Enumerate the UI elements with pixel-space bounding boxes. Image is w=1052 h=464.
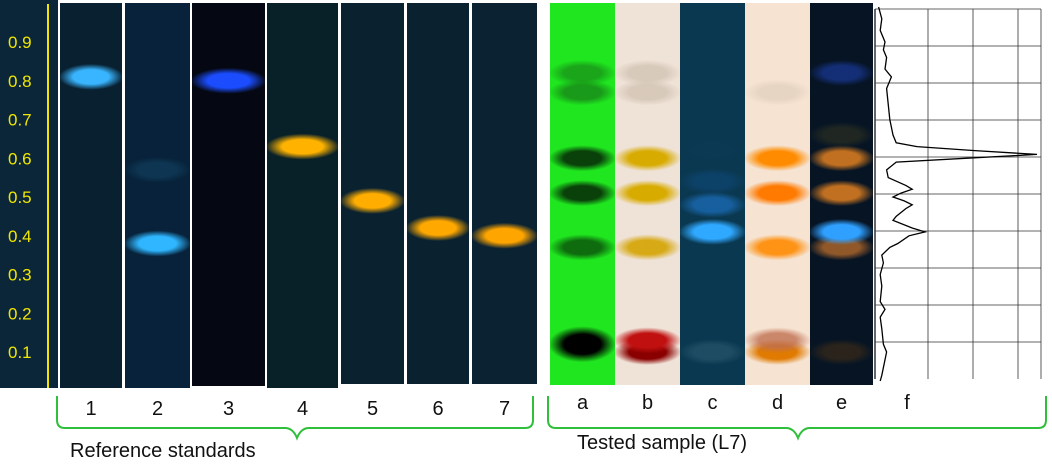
spot-band [267, 133, 338, 160]
spot-band [680, 218, 745, 245]
spot-band [810, 122, 873, 148]
spot-band [680, 339, 745, 365]
sample-lane-label: c [707, 392, 718, 414]
sample-lane-b [615, 3, 680, 385]
rf-tick-group: 0.1 0.2 0.3 0.4 0.5 0.6 0.7 0.8 0.9 [8, 33, 32, 362]
spot-band [125, 156, 190, 183]
spot-band [550, 180, 615, 207]
spot-band [615, 60, 680, 86]
reference-lane-2 [125, 3, 190, 388]
rf-tick-label: 0.3 [8, 266, 32, 285]
spot-band [745, 234, 810, 261]
lane-background [407, 3, 469, 384]
sample-lane-label: b [641, 392, 654, 414]
spot-band [810, 60, 873, 86]
sample-lane-label: e [835, 392, 848, 414]
densitogram-trace [877, 6, 1038, 382]
rf-tick-label: 0.5 [8, 188, 32, 207]
spot-band [550, 79, 615, 106]
lane-background [472, 3, 537, 384]
sample-lane-c [680, 3, 745, 385]
spot-band [125, 230, 190, 257]
spot-band [745, 79, 810, 106]
reference-lane-5 [341, 3, 404, 384]
spot-band [615, 234, 680, 261]
lane-background [192, 3, 265, 386]
sample-lane-e [810, 3, 873, 385]
rf-tick-label: 0.9 [8, 33, 32, 52]
spot-band [680, 137, 745, 164]
spot-band [810, 218, 873, 245]
rf-tick-label: 0.2 [8, 304, 32, 323]
spot-band [745, 145, 810, 172]
spot-band [60, 63, 122, 90]
densitogram-grid [874, 8, 1042, 379]
reference-lane-label: 2 [151, 398, 164, 420]
reference-lane-3 [192, 3, 265, 386]
reference-lane-label: 6 [432, 398, 444, 420]
sample-lane-d [745, 3, 810, 385]
spot-band [745, 327, 810, 354]
spot-band [472, 222, 537, 249]
sample-group-label: Tested sample (L7) [577, 432, 748, 454]
lane-background [125, 3, 190, 388]
spot-band [680, 168, 745, 195]
reference-group-label: Reference standards [70, 440, 256, 462]
spot-band [615, 145, 680, 172]
spot-band [810, 180, 873, 207]
densitogram-chart [873, 3, 1045, 385]
spot-band [341, 187, 404, 214]
rf-tick-label: 0.4 [8, 227, 32, 246]
spot-band [615, 79, 680, 106]
reference-lane-label: 3 [222, 398, 235, 420]
sample-lane-label: a [576, 392, 589, 414]
spot-band [810, 145, 873, 172]
reference-brace [56, 396, 534, 441]
spot-band [407, 215, 469, 241]
rf-tick-label: 0.1 [8, 343, 32, 362]
rf-tick-label: 0.8 [8, 72, 32, 91]
spot-band [615, 180, 680, 207]
reference-lane-label: 1 [85, 398, 97, 420]
reference-lane-6 [407, 3, 469, 384]
sample-brace [547, 396, 1047, 441]
spot-band [745, 180, 810, 207]
spot-band [680, 191, 745, 218]
lane-label-densitogram: f [904, 392, 910, 414]
rf-tick-label: 0.7 [8, 111, 32, 130]
spot-band [550, 326, 615, 363]
reference-lane-7 [472, 3, 537, 384]
reference-lane-label: 4 [296, 398, 309, 420]
spot-band [550, 234, 615, 261]
group-braces [56, 396, 1047, 441]
reference-lane-label: 7 [498, 398, 511, 420]
lane-background [60, 3, 122, 388]
spot-band [550, 60, 615, 86]
sample-lane-a [550, 3, 615, 385]
reference-lane-1 [60, 3, 122, 388]
rf-scale-panel: 0.1 0.2 0.3 0.4 0.5 0.6 0.7 0.8 0.9 [0, 0, 58, 388]
spot-band [810, 339, 873, 365]
sample-lane-label: d [771, 392, 784, 414]
spot-band [192, 67, 265, 94]
reference-lane-4 [267, 3, 338, 388]
lane-background [267, 3, 338, 388]
spot-band [615, 327, 680, 354]
reference-lane-label: 5 [366, 398, 379, 420]
rf-tick-label: 0.6 [8, 149, 32, 168]
spot-band [550, 145, 615, 172]
